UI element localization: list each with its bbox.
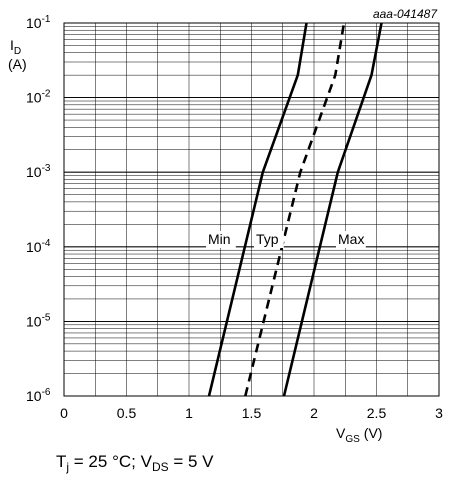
- chart-id-code: aaa-041487: [373, 7, 438, 21]
- curves: [207, 22, 383, 397]
- x-tick-label: 0: [60, 405, 68, 421]
- x-tick-label: 2: [310, 405, 318, 421]
- x-tick-labels: 0 0.5 1 1.5 2 2.5 3: [60, 405, 443, 421]
- transfer-characteristics-chart: 0 0.5 1 1.5 2 2.5 3 10-6 10-5 10-4 10-3 10-2 10-1 M…: [8, 7, 443, 445]
- y-axis-label: ID: [10, 37, 21, 57]
- x-tick-label: 3: [435, 405, 443, 421]
- y-tick-label: 10-5: [26, 312, 51, 329]
- series-label-bg: [336, 231, 366, 248]
- series-label-typ: Typ: [256, 231, 279, 247]
- x-tick-label: 0.5: [117, 405, 137, 421]
- tj-subscript: j: [66, 460, 70, 474]
- vds-subscript: DS: [151, 460, 169, 474]
- y-tick-label: 10-3: [26, 163, 51, 180]
- y-tick-label: 10-4: [26, 238, 51, 255]
- grid-lines: [64, 23, 439, 396]
- tj-symbol: T: [56, 452, 67, 471]
- series-labels: Min Typ Max: [206, 231, 366, 248]
- series-label-min: Min: [208, 231, 231, 247]
- y-axis-unit: (A): [8, 56, 27, 72]
- x-tick-label: 2.5: [367, 405, 387, 421]
- x-tick-label: 1.5: [242, 405, 262, 421]
- y-tick-label: 10-6: [26, 387, 51, 404]
- curve-max: [282, 22, 383, 397]
- plot-frame: [63, 22, 440, 397]
- y-tick-label: 10-2: [26, 89, 51, 106]
- series-label-max: Max: [338, 231, 364, 247]
- test-conditions: Tj = 25 °C; VDS = 5 V: [56, 452, 214, 474]
- y-tick-label: 10-1: [26, 14, 51, 31]
- vds-value: = 5 V: [168, 452, 214, 471]
- y-tick-labels: 10-6 10-5 10-4 10-3 10-2 10-1: [26, 14, 51, 404]
- curve-min: [207, 22, 308, 397]
- vds-symbol: V: [140, 452, 152, 471]
- tj-value: = 25 °C;: [69, 452, 141, 471]
- curve-typ: [244, 22, 346, 397]
- series-label-bg: [206, 231, 236, 248]
- x-axis-label: VGS (V): [336, 425, 382, 445]
- series-label-bg: [254, 231, 284, 248]
- x-tick-label: 1: [185, 405, 193, 421]
